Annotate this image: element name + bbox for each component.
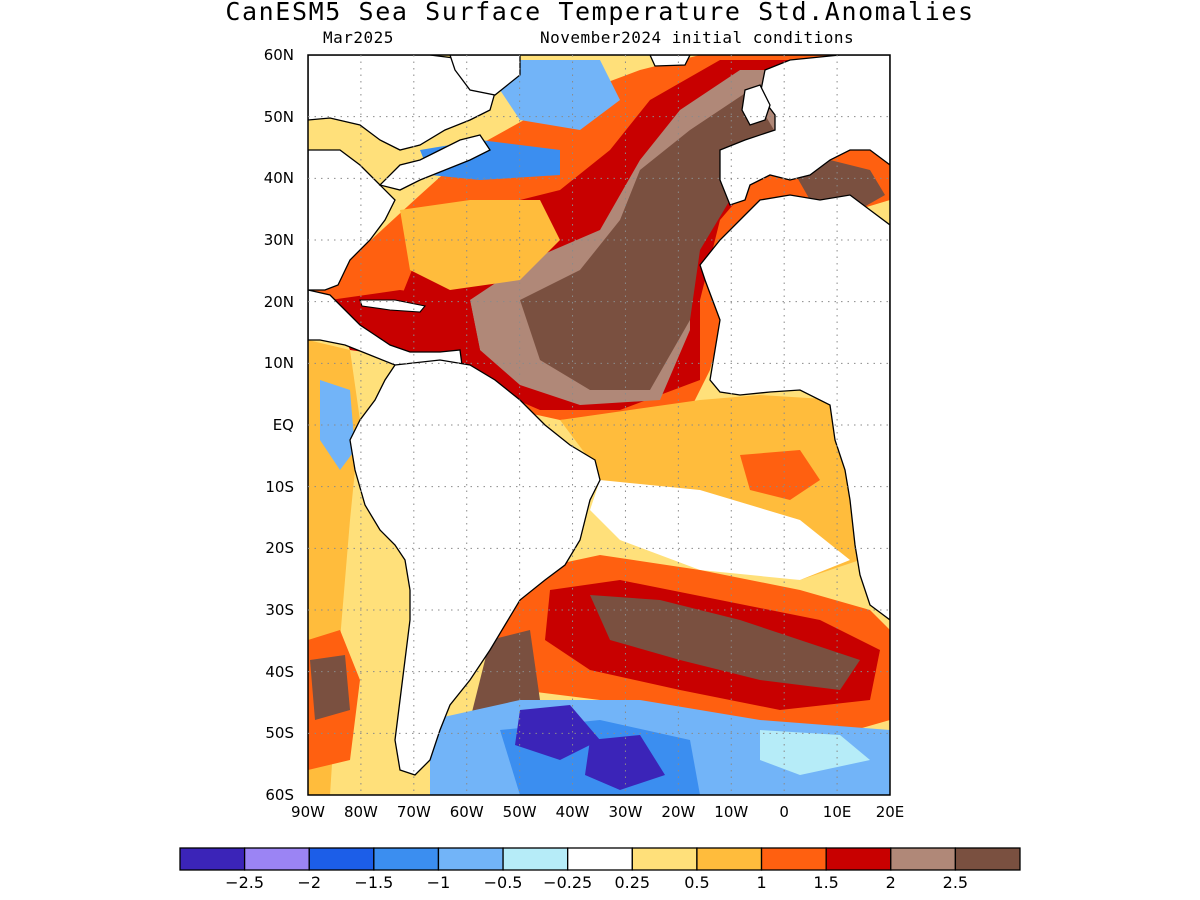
anomaly-patch-chile-max — [310, 655, 350, 720]
anomaly-patch-labrador-cold — [500, 60, 620, 130]
colorbar-swatch — [631, 847, 698, 871]
lat-tick-label: 20S — [265, 539, 294, 558]
anomaly-field — [308, 55, 890, 795]
colorbar-swatch — [890, 847, 957, 871]
colorbar-label: 0.25 — [614, 873, 651, 892]
lon-tick-label: 40W — [555, 803, 590, 821]
lon-tick-label: 20W — [661, 803, 696, 821]
colorbar-swatch — [954, 847, 1021, 871]
colorbar-swatch — [243, 847, 310, 871]
initial-conditions-label: November2024 initial conditions — [540, 28, 855, 47]
lat-tick-label: 30S — [265, 601, 294, 619]
anomaly-patch-southern-strong-cold — [515, 705, 600, 760]
colorbar-label: 1.5 — [813, 873, 839, 892]
colorbar-label: −2 — [297, 873, 322, 892]
lat-tick-label: 20N — [263, 292, 294, 311]
valid-month-label: Mar2025 — [323, 28, 394, 47]
map-title: CanESM5 Sea Surface Temperature Std.Anom… — [225, 0, 975, 26]
lat-tick-label: 60S — [265, 786, 294, 804]
lon-tick-label: 50W — [502, 803, 537, 821]
land-greenland — [449, 55, 521, 96]
lon-tick-label: 10W — [714, 803, 749, 821]
lon-tick-label: 0 — [779, 803, 789, 821]
anomaly-patch-southern-mild — [760, 730, 870, 775]
lat-tick-label: 30N — [263, 231, 294, 249]
lon-tick-label: 20E — [875, 803, 905, 821]
colorbar-label: −2.5 — [225, 873, 265, 892]
lon-tick-label: 60W — [449, 803, 484, 821]
anomaly-patch-north-max — [520, 90, 780, 390]
lat-tick-label: 10N — [263, 354, 294, 373]
land-north-america-east — [378, 134, 491, 191]
colorbar-label: 0.5 — [684, 873, 710, 892]
colorbar-label: 2.5 — [942, 873, 969, 892]
colorbar-label: −1.5 — [354, 873, 394, 892]
colorbar-swatch — [373, 847, 440, 871]
lon-tick-label: 80W — [343, 803, 378, 821]
anomaly-patch-gulf-of-guinea — [740, 450, 820, 500]
colorbar-swatch — [308, 847, 375, 871]
land-iceland — [649, 55, 691, 67]
lon-tick-label: 70W — [396, 803, 431, 821]
colorbar-swatch — [502, 847, 569, 871]
lat-tick-label: 50S — [265, 724, 294, 743]
land-uk — [741, 84, 771, 126]
colorbar-swatch — [567, 847, 633, 871]
lon-tick-label: 30W — [608, 803, 643, 821]
colorbar-swatch — [825, 847, 892, 871]
colorbar-swatch — [760, 847, 827, 871]
land-north-america — [308, 55, 501, 291]
colorbar-label: 1 — [756, 873, 767, 892]
anomaly-patch-peru-cold — [320, 380, 355, 470]
colorbar-label: −0.5 — [483, 873, 523, 892]
lat-tick-label: 40S — [265, 662, 294, 681]
colorbar-swatch — [437, 847, 504, 871]
anomaly-patch-equatorial-neutral — [590, 480, 850, 580]
colorbar — [179, 847, 1021, 871]
lat-tick-label: 60N — [263, 46, 294, 64]
lon-tick-label: 90W — [291, 803, 325, 821]
colorbar-swatch — [696, 847, 763, 871]
lat-tick-label: EQ — [272, 416, 294, 434]
lat-tick-label: 10S — [265, 477, 294, 496]
lat-tick-label: 50N — [263, 107, 294, 126]
colorbar-label: −1 — [426, 873, 451, 892]
colorbar-swatch — [179, 847, 246, 871]
lon-tick-label: 10E — [822, 803, 852, 821]
anomaly-patch-mid-atlantic-mild — [400, 200, 560, 290]
colorbar-label: −0.25 — [543, 873, 593, 892]
anomaly-patch-southern-strong-cold-2 — [585, 735, 665, 790]
land-cuba — [359, 299, 427, 313]
colorbar-label: 2 — [885, 873, 896, 892]
anomaly-patch-south-max — [590, 595, 860, 690]
lat-tick-label: 40N — [263, 169, 294, 188]
